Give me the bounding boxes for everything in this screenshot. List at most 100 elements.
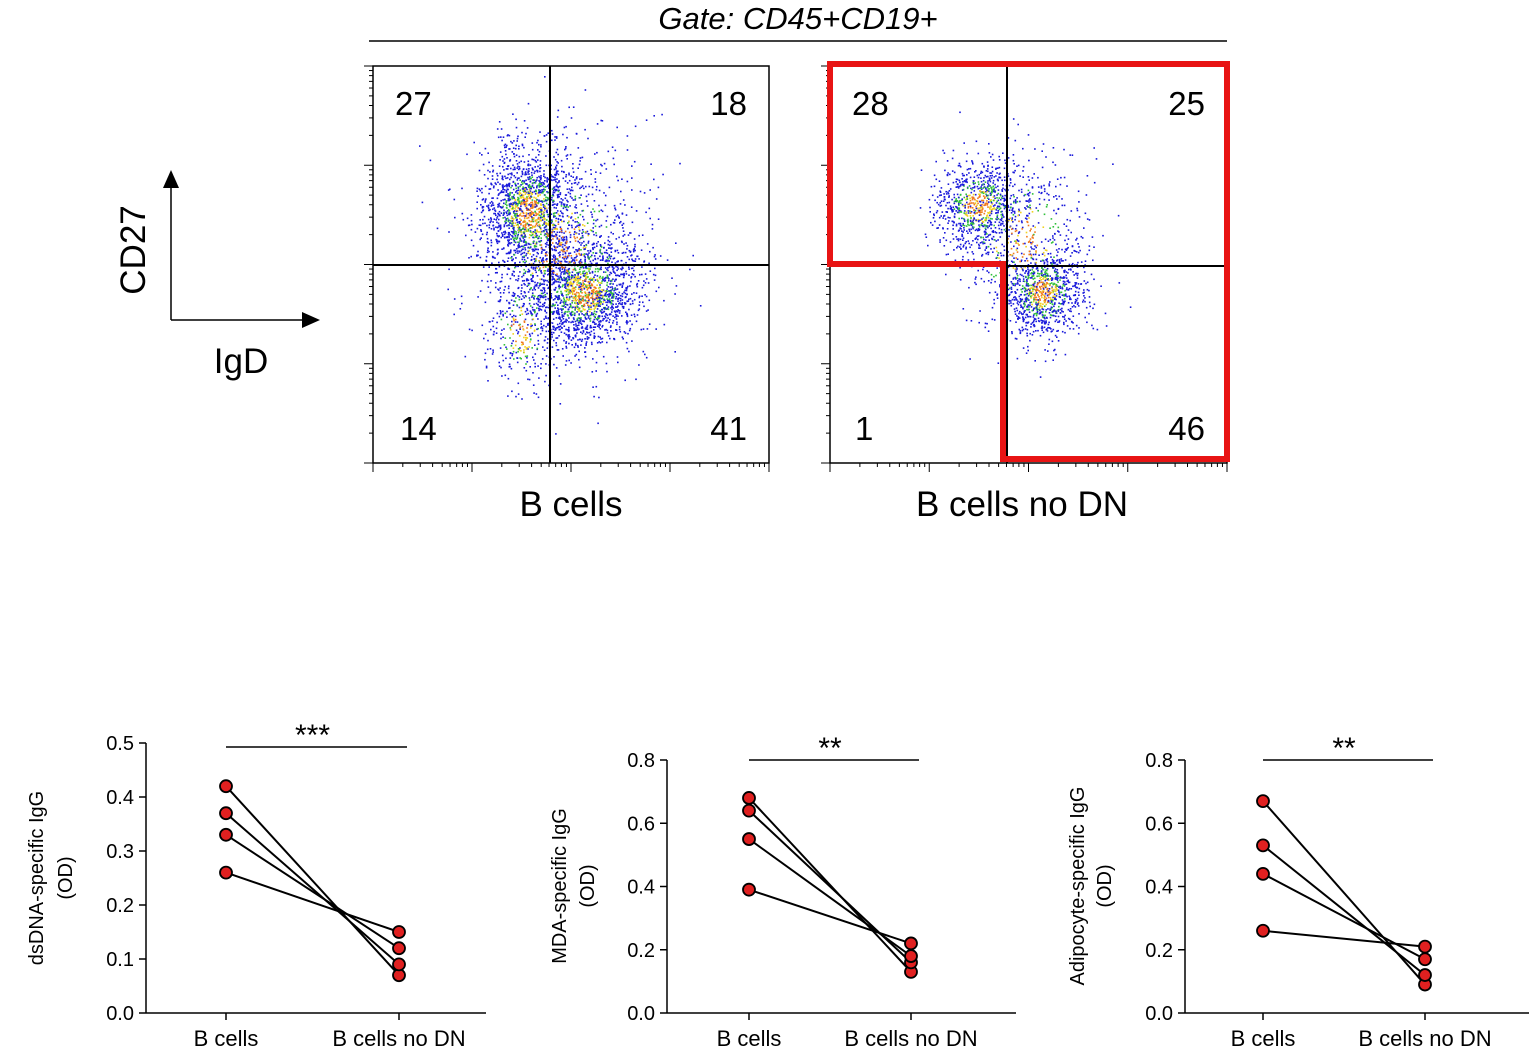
flow-event-dot	[992, 190, 995, 193]
flow-event-dot	[595, 305, 598, 308]
flow-event-dot	[508, 252, 511, 255]
flow-event-dot	[531, 217, 533, 219]
flow-event-dot	[976, 212, 978, 214]
flow-event-dot	[637, 280, 640, 282]
flow-event-dot	[643, 305, 645, 308]
flow-event-dot	[537, 159, 539, 161]
flow-event-dot	[556, 148, 559, 151]
flow-event-dot	[949, 188, 952, 190]
flow-event-dot	[488, 266, 490, 268]
flow-event-dot	[526, 188, 528, 191]
flow-event-dot	[956, 211, 959, 214]
flow-event-dot	[597, 295, 599, 298]
flow-event-dot	[512, 318, 515, 321]
flow-event-dot	[517, 279, 519, 282]
flow-event-dot	[995, 202, 998, 204]
flow-event-dot	[564, 290, 566, 292]
flow-event-dot	[979, 195, 981, 197]
flow-event-dot	[554, 274, 557, 276]
flow-event-dot	[503, 225, 506, 228]
flow-event-dot	[536, 267, 538, 269]
flow-event-dot	[503, 213, 505, 215]
flow-event-dot	[1000, 211, 1002, 213]
flow-event-dot	[448, 231, 450, 233]
flow-event-dot	[583, 304, 586, 307]
flow-event-dot	[541, 216, 544, 219]
flow-event-dot	[513, 140, 515, 142]
flow-event-dot	[554, 298, 556, 300]
flow-event-dot	[544, 189, 546, 191]
flow-event-dot	[484, 301, 487, 304]
flow-event-dot	[510, 367, 513, 370]
flow-event-dot	[630, 232, 632, 234]
flow-event-dot	[596, 325, 599, 327]
flow-event-dot	[603, 318, 605, 320]
flow-event-dot	[631, 165, 633, 167]
flow-event-dot	[610, 255, 613, 258]
flow-event-dot	[575, 323, 577, 325]
flow-event-dot	[945, 204, 947, 207]
flow-event-dot	[588, 331, 591, 334]
flow-event-dot	[588, 291, 591, 294]
flow-event-dot	[610, 231, 612, 234]
flow-event-dot	[496, 174, 499, 177]
flow-event-dot	[504, 312, 507, 315]
flow-event-dot	[574, 262, 576, 264]
flow-event-dot	[615, 310, 618, 312]
flow-event-dot	[579, 282, 582, 284]
flow-event-dot	[943, 245, 946, 247]
flow-event-dot	[496, 178, 498, 181]
flow-event-dot	[555, 168, 557, 170]
flow-event-dot	[994, 221, 997, 223]
flow-event-dot	[525, 260, 527, 263]
flow-event-dot	[556, 246, 559, 248]
flow-event-dot	[962, 188, 965, 191]
flow-event-dot	[578, 286, 580, 288]
flow-event-dot	[535, 236, 537, 238]
flow-event-dot	[964, 242, 967, 245]
flow-event-dot	[998, 202, 1001, 205]
flow-event-dot	[931, 224, 934, 226]
flow-event-dot	[530, 274, 532, 276]
flow-event-dot	[584, 316, 587, 319]
flow-event-dot	[600, 119, 602, 122]
flow-event-dot	[650, 163, 652, 165]
flow-event-dot	[521, 210, 523, 213]
flow-event-dot	[492, 333, 495, 336]
flow-event-dot	[561, 165, 563, 168]
flow-event-dot	[638, 364, 640, 366]
flow-event-dot	[489, 202, 492, 204]
flow-event-dot	[970, 228, 972, 231]
flow-event-dot	[553, 339, 555, 342]
flow-event-dot	[558, 297, 561, 299]
flow-event-dot	[606, 370, 608, 373]
flow-event-dot	[564, 283, 566, 285]
flow-event-dot	[495, 282, 497, 284]
flow-event-dot	[512, 347, 515, 349]
flow-event-dot	[564, 285, 567, 287]
flow-event-dot	[1028, 201, 1030, 203]
flow-event-dot	[595, 370, 597, 372]
flow-event-dot	[989, 223, 992, 226]
flow-event-dot	[575, 249, 577, 251]
flow-event-dot	[987, 175, 989, 178]
flow-event-dot	[594, 178, 597, 180]
flow-event-dot	[576, 318, 579, 320]
flow-event-dot	[568, 172, 570, 175]
flow-event-dot	[617, 179, 619, 182]
flow-event-dot	[617, 274, 619, 277]
flow-event-dot	[943, 193, 945, 195]
flow-event-dot	[585, 195, 588, 198]
flow-event-dot	[663, 323, 666, 326]
flow-event-dot	[622, 230, 625, 232]
flow-event-dot	[567, 328, 570, 331]
flow-event-dot	[612, 297, 615, 299]
flow-event-dot	[570, 305, 572, 308]
flow-event-dot	[500, 212, 503, 214]
flow-event-dot	[563, 321, 565, 323]
flow-event-dot	[638, 258, 640, 260]
flow-event-dot	[599, 248, 602, 251]
flow-event-dot	[619, 310, 621, 312]
flow-event-dot	[1010, 241, 1012, 243]
flow-event-dot	[577, 317, 580, 319]
